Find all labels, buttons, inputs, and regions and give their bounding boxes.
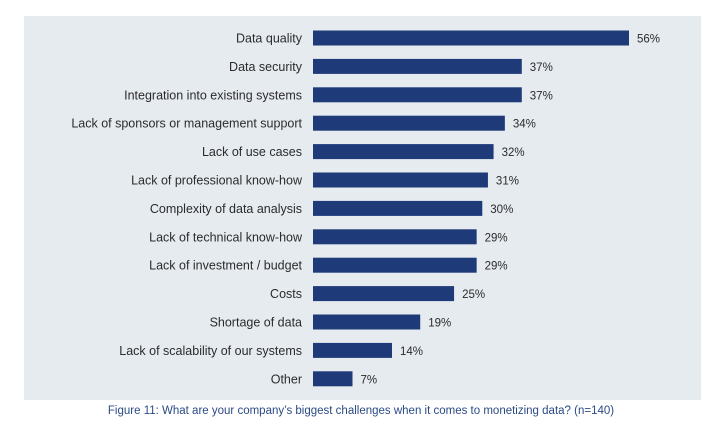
chart-panel: Data quality 56% Data security 37% Integrati… xyxy=(24,16,701,400)
value-label: 37% xyxy=(530,90,553,102)
value-label: 56% xyxy=(637,34,660,46)
value-label: 19% xyxy=(428,318,451,330)
bar-chart: Data quality 56% Data security 37% Integrati… xyxy=(71,30,660,387)
bar xyxy=(313,172,488,188)
bar xyxy=(313,314,421,330)
value-label: 30% xyxy=(490,204,513,216)
value-label: 34% xyxy=(513,119,536,131)
value-label: 14% xyxy=(400,346,423,358)
bar xyxy=(313,58,522,74)
value-label: 31% xyxy=(496,176,519,188)
category-label: Data quality xyxy=(236,32,303,46)
bar xyxy=(313,229,477,245)
value-label: 25% xyxy=(462,289,485,301)
category-label: Lack of sponsors or management support xyxy=(71,117,302,131)
bar xyxy=(313,30,629,46)
bar xyxy=(313,371,353,387)
value-label: 29% xyxy=(485,261,508,273)
value-label: 37% xyxy=(530,62,553,74)
bar xyxy=(313,200,483,216)
figure-caption: Figure 11: What are your company’s bigge… xyxy=(107,405,615,417)
category-label: Lack of investment / budget xyxy=(149,259,302,273)
bar xyxy=(313,286,455,302)
bar xyxy=(313,342,392,358)
category-label: Other xyxy=(271,372,302,386)
category-label: Integration into existing systems xyxy=(124,88,302,102)
bar xyxy=(313,87,522,103)
value-label: 32% xyxy=(502,147,525,159)
category-label: Complexity of data analysis xyxy=(150,202,302,216)
value-label: 29% xyxy=(485,232,508,244)
category-label: Lack of technical know-how xyxy=(149,230,303,244)
value-label: 7% xyxy=(361,374,378,386)
category-label: Lack of professional know-how xyxy=(131,174,303,188)
category-label: Costs xyxy=(270,287,302,301)
bar xyxy=(313,144,494,160)
category-label: Shortage of data xyxy=(210,316,302,330)
category-label: Lack of scalability of our systems xyxy=(119,344,302,358)
category-label: Lack of use cases xyxy=(202,145,302,159)
category-label: Data security xyxy=(229,60,303,74)
bar xyxy=(313,257,477,273)
bar xyxy=(313,115,505,131)
